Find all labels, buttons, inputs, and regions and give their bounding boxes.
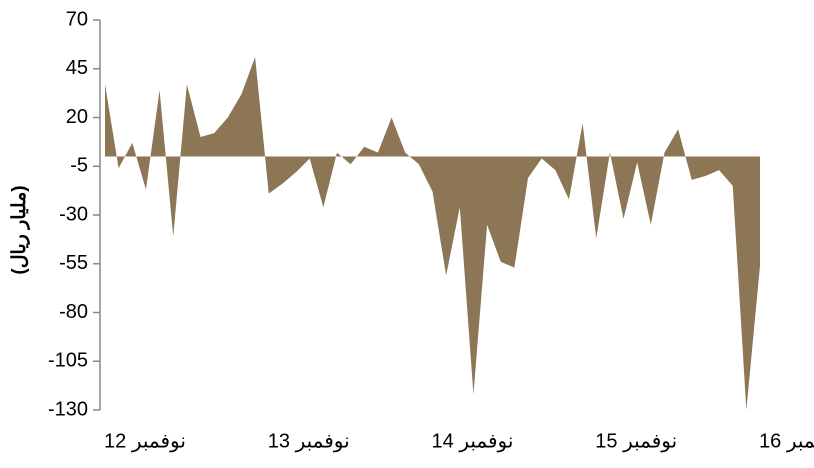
x-tick-label: نوفمبر 15 bbox=[595, 430, 677, 452]
y-tick-label: -80 bbox=[59, 301, 88, 323]
area bbox=[105, 57, 760, 411]
y-tick-label: -30 bbox=[59, 203, 88, 225]
x-tick-label: نوفمبر 13 bbox=[268, 430, 350, 452]
x-tick-label: نوفمبر 12 bbox=[104, 430, 186, 452]
y-tick-label: 20 bbox=[66, 106, 88, 128]
x-tick-label: نوفمبر 16 bbox=[759, 430, 814, 452]
y-tick-label: 45 bbox=[66, 57, 88, 79]
y-tick-label: -5 bbox=[70, 155, 88, 177]
y-tick-label: -55 bbox=[59, 252, 88, 274]
y-tick-label: 70 bbox=[66, 8, 88, 30]
y-axis-label: (مليار ريال) bbox=[9, 185, 30, 274]
y-tick-label: -130 bbox=[48, 398, 88, 420]
x-tick-label: نوفمبر 14 bbox=[432, 430, 514, 452]
y-tick-label: -105 bbox=[48, 350, 88, 372]
